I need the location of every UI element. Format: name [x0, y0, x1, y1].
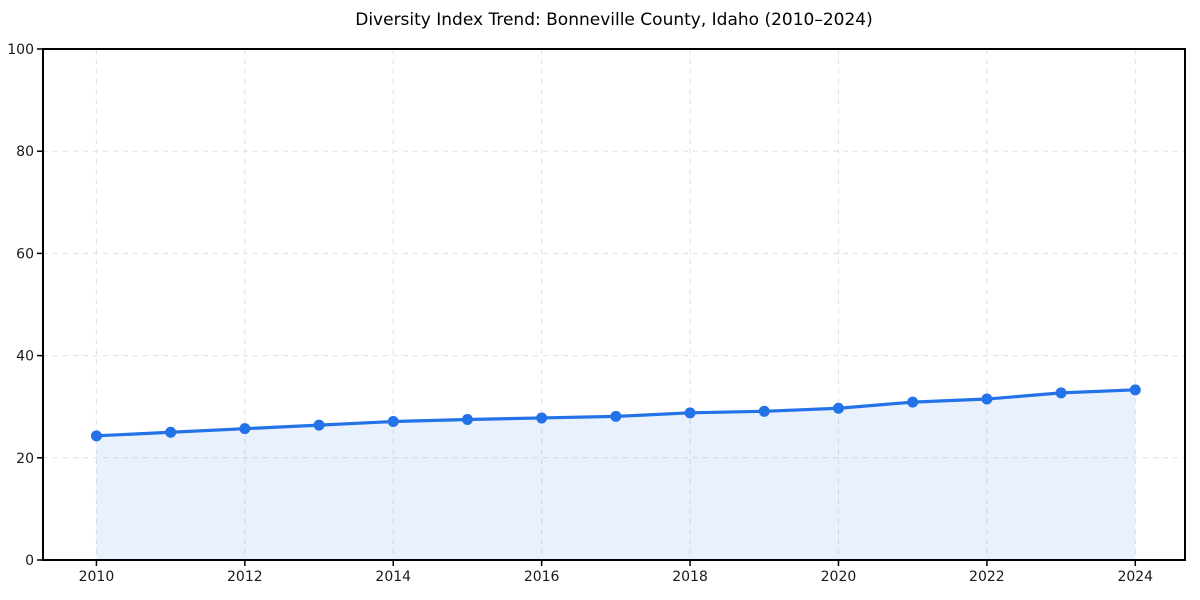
data-point: [461, 413, 473, 425]
data-point: [981, 393, 993, 405]
data-point: [758, 405, 770, 417]
x-tick-label: 2020: [821, 569, 857, 585]
x-tick-label: 2016: [524, 569, 560, 585]
chart-title: Diversity Index Trend: Bonneville County…: [355, 10, 873, 30]
data-point: [165, 426, 177, 438]
x-tick-label: 2022: [969, 569, 1005, 585]
y-tick-label: 100: [7, 42, 34, 58]
data-point: [610, 410, 622, 422]
y-tick-label: 80: [16, 144, 34, 160]
data-point: [387, 416, 399, 428]
data-point: [313, 419, 325, 431]
data-point: [684, 407, 696, 419]
x-tick-label: 2014: [375, 569, 411, 585]
area-fill: [96, 389, 1136, 560]
x-tick-label: 2010: [79, 569, 115, 585]
y-tick-label: 60: [16, 246, 34, 262]
plot-frame: [42, 48, 1186, 561]
data-point: [1055, 387, 1067, 399]
y-tick-label: 20: [16, 451, 34, 467]
x-tick-label: 2012: [227, 569, 263, 585]
data-point: [907, 396, 919, 408]
data-point: [90, 430, 102, 442]
y-tick-label: 0: [25, 553, 34, 569]
data-point: [239, 423, 251, 435]
y-tick-label: 40: [16, 349, 34, 365]
data-point: [1129, 384, 1141, 396]
data-point: [832, 402, 844, 414]
data-point: [536, 412, 548, 424]
x-tick-label: 2018: [672, 569, 708, 585]
x-tick-label: 2024: [1117, 569, 1153, 585]
